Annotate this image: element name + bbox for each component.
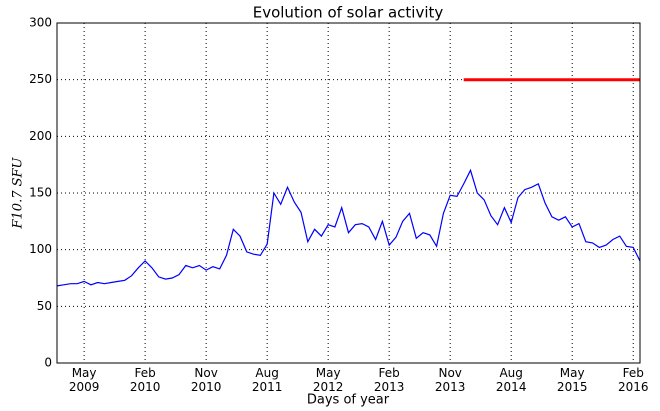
x-tick-label: Feb 2016 <box>617 366 649 394</box>
x-tick-label: Feb 2010 <box>129 366 161 394</box>
x-tick-label: Feb 2013 <box>373 366 405 394</box>
y-tick-label: 100 <box>29 242 52 256</box>
y-tick-label: 150 <box>29 186 52 200</box>
x-axis-label: Days of year <box>307 393 390 408</box>
y-tick-label: 50 <box>37 299 52 313</box>
plot-frame <box>56 22 641 364</box>
x-tick-label: Nov 2013 <box>434 366 466 394</box>
y-tick-label: 300 <box>29 16 52 30</box>
x-tick-label: Aug 2014 <box>495 366 527 394</box>
chart-title: Evolution of solar activity <box>253 4 444 22</box>
data-line <box>56 168 641 287</box>
x-tick-label: Nov 2010 <box>190 366 222 394</box>
y-axis-label: F10.7 SFU <box>11 156 26 229</box>
y-tick-label: 200 <box>29 129 52 143</box>
x-tick-label: Aug 2011 <box>251 366 283 394</box>
x-tick-label: May 2015 <box>556 366 588 394</box>
y-tick-label: 250 <box>29 72 52 86</box>
x-tick-label: May 2009 <box>68 366 100 394</box>
y-tick-label: 0 <box>44 356 52 370</box>
x-tick-label: May 2012 <box>312 366 344 394</box>
